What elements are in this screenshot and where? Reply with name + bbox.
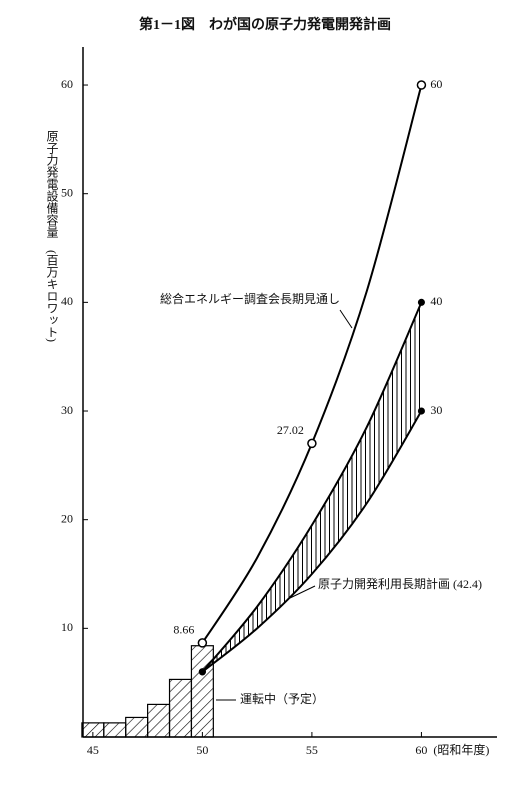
bar bbox=[81, 722, 105, 738]
data-label: 30 bbox=[430, 403, 442, 417]
data-label: 60 bbox=[430, 77, 442, 91]
y-tick-label: 20 bbox=[61, 511, 73, 525]
y-tick-label: 40 bbox=[61, 294, 73, 308]
bar bbox=[125, 716, 149, 738]
x-axis-label: (昭和年度) bbox=[433, 742, 489, 757]
bar bbox=[103, 722, 127, 738]
band-fill bbox=[202, 302, 422, 672]
x-tick-label: 45 bbox=[87, 743, 99, 757]
point-marker bbox=[417, 407, 425, 415]
y-axis-label: 原子力発電設備容量 (百万キロワット) bbox=[45, 130, 59, 342]
x-tick-label: 50 bbox=[196, 743, 208, 757]
point-marker bbox=[417, 298, 425, 306]
line bbox=[201, 301, 423, 673]
data-label: 8.66 bbox=[173, 623, 194, 637]
chart-title: 第1－1図 わが国の原子力発電開発計画 bbox=[139, 16, 391, 33]
bar bbox=[147, 703, 171, 738]
y-tick-label: 30 bbox=[61, 403, 73, 417]
bar bbox=[190, 645, 214, 738]
annotation: 総合エネルギー調査会長期見通し bbox=[160, 291, 340, 306]
data-label: 27.02 bbox=[277, 423, 304, 437]
point-marker bbox=[307, 438, 317, 449]
data-label: 40 bbox=[430, 294, 442, 308]
point-marker bbox=[198, 668, 206, 676]
annotation: 運転中（予定） bbox=[240, 691, 324, 706]
annotation: 原子力開発利用長期計画 (42.4) bbox=[318, 576, 482, 591]
point-marker bbox=[416, 80, 427, 90]
point-marker bbox=[197, 638, 208, 648]
y-tick-label: 50 bbox=[61, 185, 73, 199]
annotation-leader bbox=[339, 309, 353, 329]
line bbox=[201, 410, 423, 673]
x-tick-label: 60 bbox=[415, 743, 427, 757]
line bbox=[201, 84, 423, 644]
x-tick-label: 55 bbox=[306, 743, 318, 757]
bar bbox=[168, 678, 193, 738]
y-tick-label: 10 bbox=[61, 620, 73, 634]
y-tick-label: 60 bbox=[61, 77, 73, 91]
annotation-leader bbox=[289, 585, 316, 599]
